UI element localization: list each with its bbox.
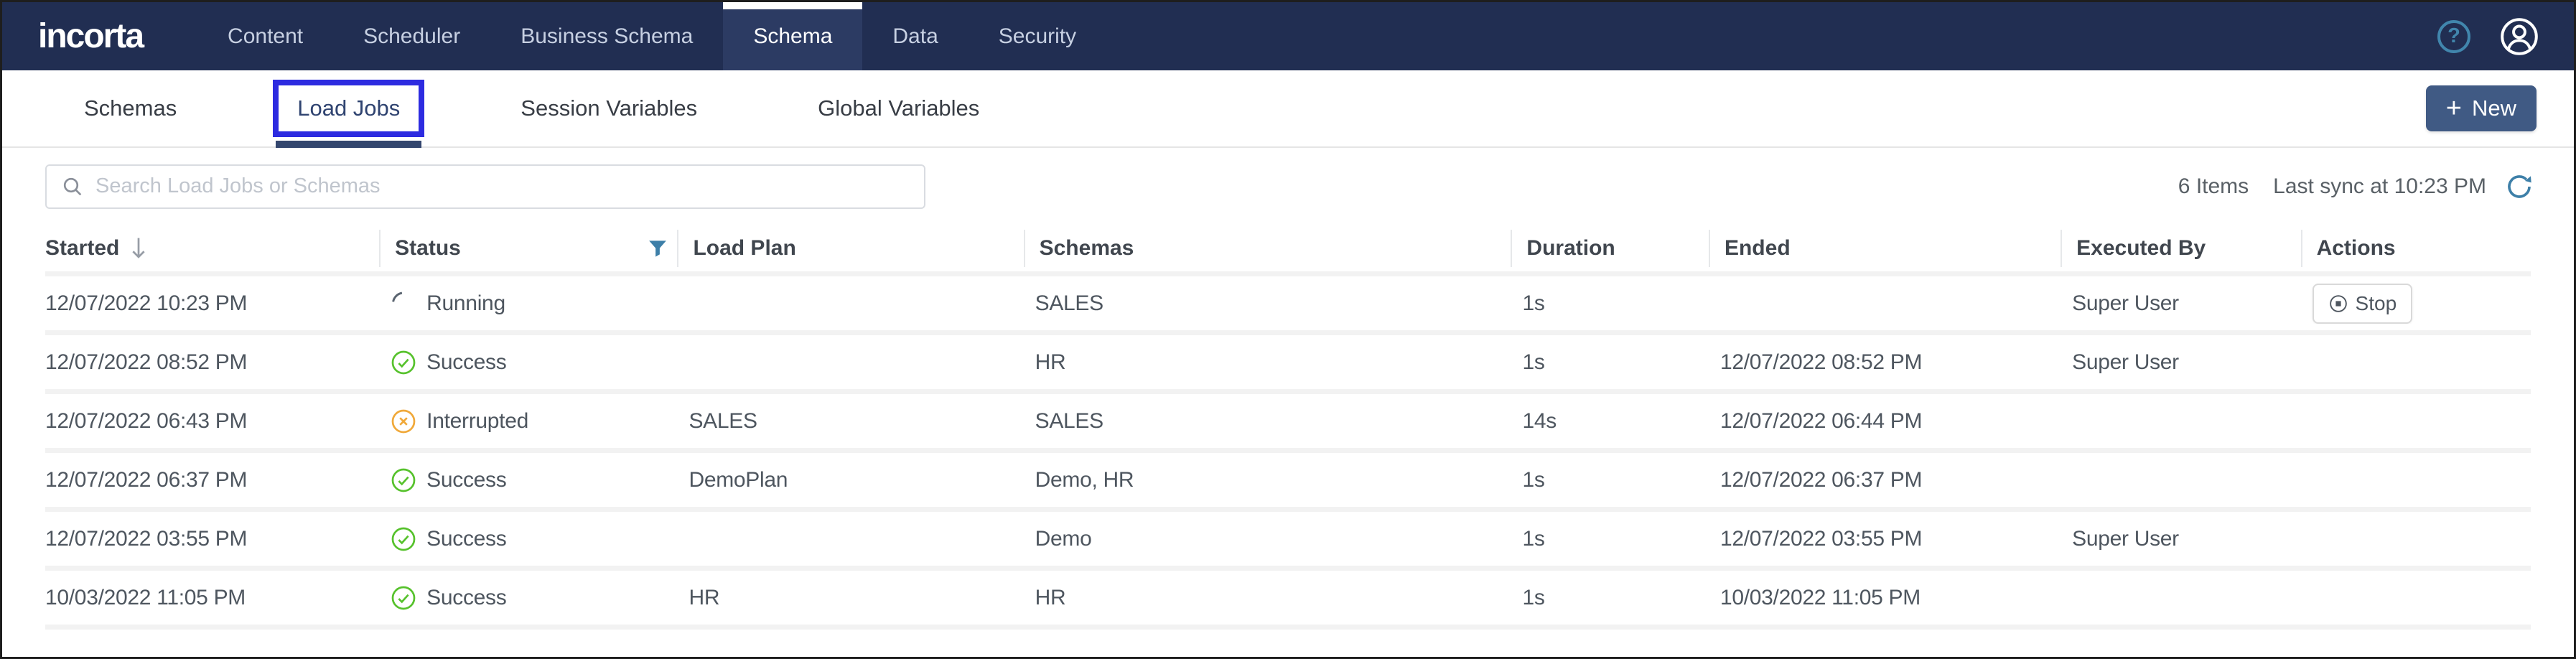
cell-schemas: HR — [1035, 585, 1066, 609]
cell-ended: 12/07/2022 08:52 PM — [1719, 350, 1923, 374]
top-nav: incorta Content Scheduler Business Schem… — [2, 2, 2574, 70]
cell-duration: 1s — [1522, 350, 1545, 374]
nav-right-icons: ? — [2437, 2, 2539, 70]
column-header-status[interactable]: Status — [379, 229, 677, 267]
status-label: Interrupted — [426, 408, 528, 433]
nav-item-data[interactable]: Data — [892, 24, 938, 48]
search-input[interactable] — [95, 174, 910, 198]
new-button[interactable]: + New — [2425, 85, 2537, 131]
status-label: Success — [426, 350, 507, 374]
sort-desc-icon — [129, 236, 148, 261]
help-icon[interactable]: ? — [2437, 19, 2470, 53]
cell-status: Interrupted — [379, 408, 677, 434]
tab-schemas[interactable]: Schemas — [84, 95, 177, 121]
tab-load-jobs[interactable]: Load Jobs — [273, 70, 425, 148]
search-box — [45, 164, 925, 209]
table-body: 12/07/2022 10:23 PM Running SALES 1s Super U… — [45, 276, 2531, 630]
running-status-icon — [391, 291, 416, 317]
cell-schemas: Demo — [1035, 526, 1092, 551]
nav-item-content[interactable]: Content — [228, 24, 304, 48]
nav-item-scheduler[interactable]: Scheduler — [363, 24, 461, 48]
last-sync-label: Last sync at 10:23 PM — [2273, 174, 2486, 198]
items-count: 6 Items — [2178, 174, 2249, 198]
interrupted-status-icon — [391, 408, 416, 434]
success-status-icon — [391, 350, 416, 375]
cell-status: Success — [379, 467, 677, 493]
table-header: Started Status Load Plan Schemas D — [45, 225, 2531, 276]
column-header-actions: Actions — [2300, 229, 2531, 267]
column-header-schemas[interactable]: Schemas — [1023, 229, 1511, 267]
nav-item-security[interactable]: Security — [998, 24, 1077, 48]
cell-duration: 1s — [1522, 585, 1545, 609]
plus-icon: + — [2445, 93, 2462, 123]
cell-ended: 12/07/2022 06:44 PM — [1719, 408, 1923, 433]
table-row: 12/07/2022 03:55 PM Success Demo 1s 12/07/20… — [45, 512, 2531, 571]
tab-session-variables[interactable]: Session Variables — [521, 95, 698, 121]
cell-ended: 12/07/2022 03:55 PM — [1719, 526, 1923, 551]
cell-duration: 1s — [1522, 291, 1545, 315]
column-header-executed-by[interactable]: Executed By — [2061, 229, 2300, 267]
cell-schemas: SALES — [1035, 291, 1104, 315]
cell-executed_by: Super User — [2072, 291, 2179, 315]
cell-schemas: Demo, HR — [1035, 467, 1134, 492]
cell-actions: Stop — [2301, 283, 2531, 324]
column-header-started[interactable]: Started — [45, 230, 379, 267]
cell-duration: 1s — [1522, 526, 1545, 551]
cell-started: 10/03/2022 11:05 PM — [45, 585, 246, 609]
cell-status: Success — [379, 526, 677, 552]
cell-executed_by: Super User — [2072, 350, 2179, 374]
nav-item-schema[interactable]: Schema — [723, 2, 863, 70]
success-status-icon — [391, 467, 416, 493]
sync-info: 6 Items Last sync at 10:23 PM — [2178, 172, 2534, 201]
refresh-icon[interactable] — [2505, 172, 2534, 201]
incorta-logo: incorta — [38, 17, 144, 55]
cell-started: 12/07/2022 10:23 PM — [45, 291, 248, 315]
cell-load_plan: SALES — [689, 408, 757, 433]
success-status-icon — [391, 585, 416, 611]
column-header-load-plan[interactable]: Load Plan — [677, 229, 1023, 267]
tab-global-variables[interactable]: Global Variables — [818, 95, 980, 121]
cell-load_plan: HR — [689, 585, 720, 609]
active-nav-indicator — [723, 2, 863, 9]
cell-load_plan: DemoPlan — [689, 467, 788, 492]
toolbar: 6 Items Last sync at 10:23 PM — [2, 148, 2574, 225]
cell-schemas: HR — [1035, 350, 1066, 374]
cell-executed_by: Super User — [2072, 526, 2179, 551]
cell-started: 12/07/2022 03:55 PM — [45, 526, 248, 551]
nav-item-business-schema[interactable]: Business Schema — [521, 24, 694, 48]
table-row: 10/03/2022 11:05 PM Success HR HR 1s 10/03/20… — [45, 571, 2531, 630]
table-row: 12/07/2022 10:23 PM Running SALES 1s Super U… — [45, 276, 2531, 335]
status-label: Running — [426, 291, 505, 315]
stop-icon — [2328, 294, 2348, 314]
table-row: 12/07/2022 06:43 PM Interrupted SALES SALES… — [45, 394, 2531, 453]
status-label: Success — [426, 585, 507, 609]
cell-duration: 1s — [1522, 467, 1545, 492]
cell-ended: 10/03/2022 11:05 PM — [1719, 585, 1921, 609]
search-icon — [61, 175, 84, 198]
column-header-duration[interactable]: Duration — [1511, 229, 1709, 267]
status-label: Success — [426, 526, 507, 551]
cell-started: 12/07/2022 06:37 PM — [45, 467, 248, 492]
cell-status: Running — [379, 291, 677, 317]
cell-status: Success — [379, 585, 677, 611]
tab-bar: Schemas Load Jobs Session Variables Glob… — [2, 70, 2574, 148]
status-label: Success — [426, 467, 507, 492]
cell-started: 12/07/2022 08:52 PM — [45, 350, 248, 374]
table-row: 12/07/2022 08:52 PM Success HR 1s 12/07/2022… — [45, 335, 2531, 394]
user-avatar-icon[interactable] — [2499, 17, 2539, 57]
filter-icon[interactable] — [647, 238, 668, 259]
success-status-icon — [391, 526, 416, 552]
nav-spacer — [1106, 2, 2437, 70]
load-jobs-table: Started Status Load Plan Schemas D — [2, 225, 2574, 630]
cell-schemas: SALES — [1035, 408, 1104, 433]
stop-button[interactable]: Stop — [2312, 283, 2413, 324]
column-header-ended[interactable]: Ended — [1708, 229, 2061, 267]
annotation-highlight-box: Load Jobs — [273, 80, 425, 137]
cell-started: 12/07/2022 06:43 PM — [45, 408, 248, 433]
table-row: 12/07/2022 06:37 PM Success DemoPlan Demo, … — [45, 453, 2531, 512]
cell-duration: 14s — [1522, 408, 1557, 433]
cell-ended: 12/07/2022 06:37 PM — [1719, 467, 1923, 492]
cell-status: Success — [379, 350, 677, 375]
